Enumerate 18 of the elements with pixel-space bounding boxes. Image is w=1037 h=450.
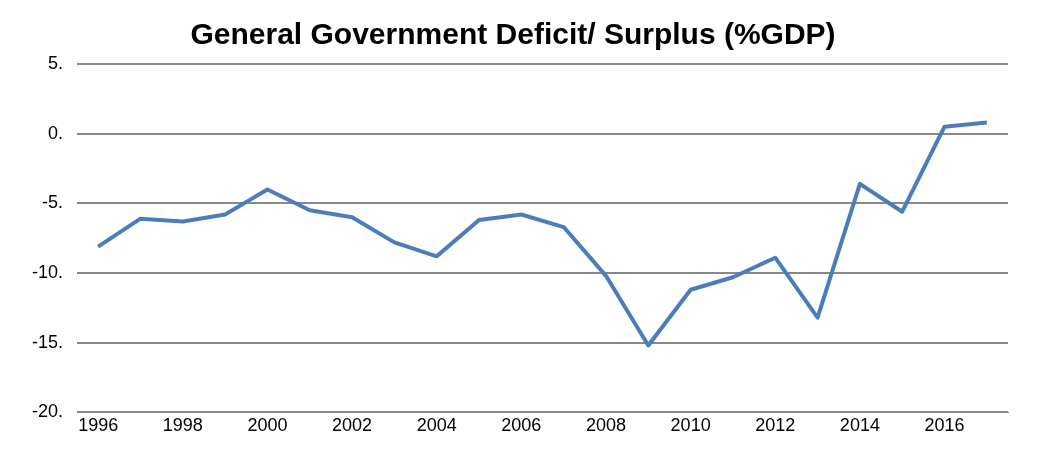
x-tick-label: 2000 [247, 415, 288, 436]
x-tick-label: 1998 [162, 415, 203, 436]
y-tick-label: -10. [31, 262, 64, 283]
chart-title: General Government Deficit/ Surplus (%GDP) [190, 17, 836, 51]
x-tick-label: 2004 [416, 415, 457, 436]
x-tick-label: 2006 [501, 415, 542, 436]
y-tick-label: -15. [31, 331, 64, 352]
x-tick-label: 2014 [839, 415, 880, 436]
y-tick-label: -20. [31, 401, 64, 422]
x-tick-label: 2012 [755, 415, 796, 436]
x-tick-label: 2016 [924, 415, 965, 436]
x-tick-label: 2002 [332, 415, 373, 436]
y-tick-label: 0. [48, 122, 64, 143]
y-tick-label: 5. [48, 52, 64, 73]
y-tick-label: -5. [42, 192, 64, 213]
x-tick-label: 2008 [585, 415, 627, 436]
x-tick-label: 2010 [670, 415, 711, 436]
x-tick-label: 1996 [78, 415, 119, 436]
